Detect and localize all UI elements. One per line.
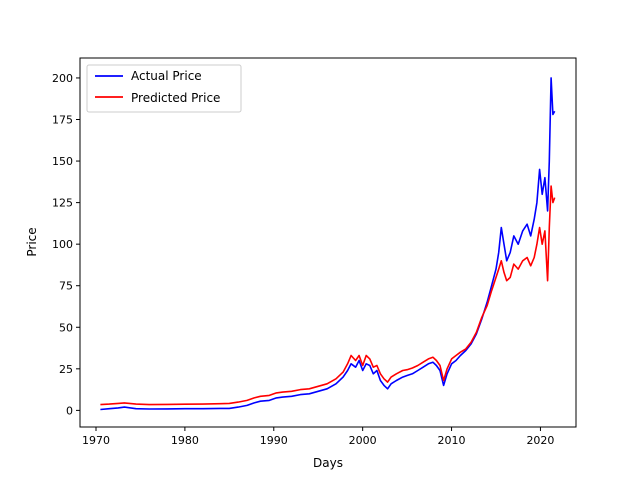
legend-box bbox=[86, 64, 242, 113]
y-tick-label: 200 bbox=[52, 72, 73, 85]
series-line-predicted-price bbox=[100, 185, 556, 406]
x-tick-label: 1990 bbox=[260, 434, 288, 447]
x-tick-label: 1970 bbox=[82, 434, 110, 447]
y-tick-label: 25 bbox=[59, 363, 73, 376]
y-tick-label: 150 bbox=[52, 155, 73, 168]
y-tick-label: 50 bbox=[59, 321, 73, 334]
x-tick-label: 1980 bbox=[171, 434, 199, 447]
y-tick-label: 125 bbox=[52, 197, 73, 210]
series-line-actual-price bbox=[100, 77, 556, 411]
x-axis-label: Days bbox=[313, 456, 343, 470]
legend: Actual Price Predicted Price bbox=[86, 64, 242, 113]
x-tick-label: 2010 bbox=[438, 434, 466, 447]
y-tick-label: 0 bbox=[66, 404, 73, 417]
y-tick-label: 100 bbox=[52, 238, 73, 251]
plot-frame bbox=[79, 57, 577, 428]
y-axis-ticks: 0 25 50 75 100 125 150 175 200 bbox=[52, 72, 80, 417]
y-tick-label: 75 bbox=[59, 280, 73, 293]
x-tick-label: 2020 bbox=[526, 434, 554, 447]
y-tick-label: 175 bbox=[52, 114, 73, 127]
plot-area bbox=[80, 58, 576, 427]
legend-label-predicted: Predicted Price bbox=[131, 91, 220, 105]
legend-label-actual: Actual Price bbox=[131, 69, 202, 83]
y-axis-label: Price bbox=[25, 227, 39, 256]
series-layer bbox=[100, 77, 556, 411]
x-tick-label: 2000 bbox=[349, 434, 377, 447]
x-axis-ticks: 1970 1980 1990 2000 2010 2020 bbox=[82, 427, 554, 447]
